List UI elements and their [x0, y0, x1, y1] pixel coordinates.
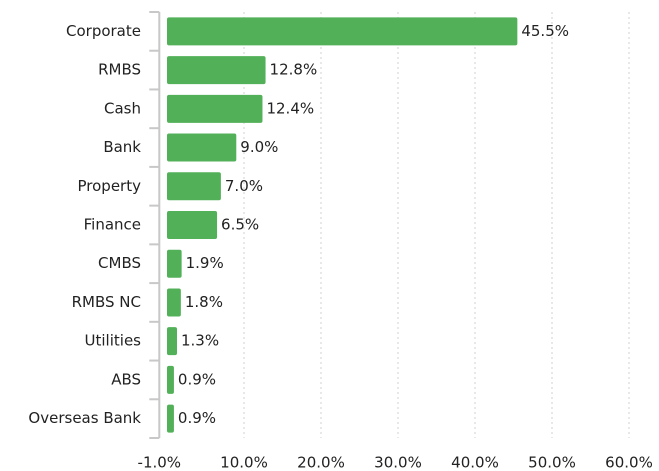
y-tick-label: Finance [84, 216, 141, 234]
y-tick-label: Utilities [85, 332, 142, 350]
x-tick-label: 60.0% [605, 454, 653, 471]
y-tick-label: RMBS [98, 61, 141, 79]
value-label: 6.5% [221, 216, 259, 234]
bar [167, 133, 237, 162]
bar [167, 56, 266, 85]
y-tick-label: Property [78, 177, 142, 195]
x-tick-label: -1.0% [138, 454, 182, 471]
bar [167, 94, 263, 123]
y-tick-label: Overseas Bank [28, 409, 141, 427]
value-label: 9.0% [240, 138, 278, 156]
value-label: 7.0% [225, 177, 263, 195]
value-label: 45.5% [521, 22, 569, 40]
y-tick-label: ABS [111, 370, 141, 388]
x-tick-label: 20.0% [297, 454, 345, 471]
x-tick-label: 10.0% [220, 454, 268, 471]
bar [167, 404, 174, 433]
y-tick-label: CMBS [98, 254, 141, 272]
value-label: 0.9% [178, 370, 216, 388]
value-label: 12.8% [270, 61, 318, 79]
x-tick-label: 30.0% [374, 454, 422, 471]
value-label: 12.4% [266, 99, 314, 117]
bar [167, 288, 181, 317]
bar [167, 327, 178, 356]
y-tick-label: Cash [104, 99, 141, 117]
x-tick-label: 50.0% [528, 454, 576, 471]
y-tick-label: Corporate [66, 22, 141, 40]
bar [167, 249, 182, 278]
y-tick-label: RMBS NC [72, 293, 141, 311]
bar [167, 365, 174, 394]
bar [167, 172, 221, 201]
value-label: 1.3% [181, 332, 219, 350]
bar [167, 211, 218, 239]
x-tick-label: 40.0% [451, 454, 499, 471]
bar [167, 17, 518, 46]
value-label: 1.8% [185, 293, 223, 311]
y-tick-label: Bank [103, 138, 141, 156]
value-label: 1.9% [186, 254, 224, 272]
value-label: 0.9% [178, 409, 216, 427]
